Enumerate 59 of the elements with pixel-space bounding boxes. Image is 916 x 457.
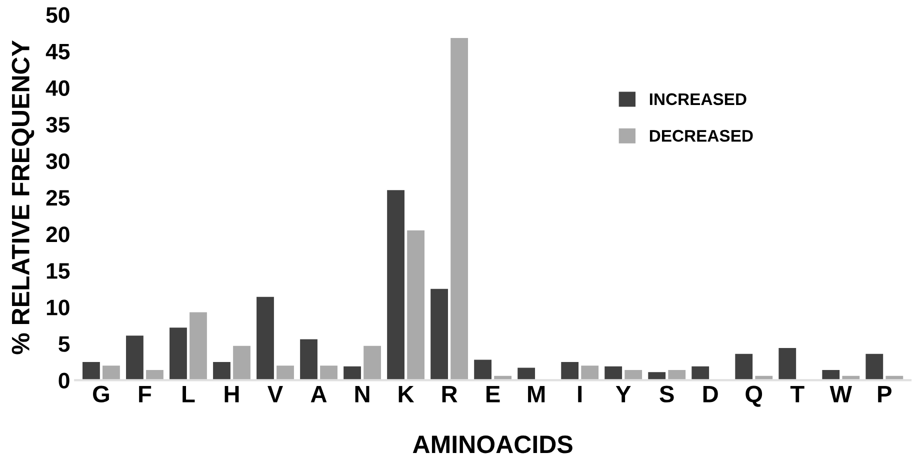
x-tick-label: A <box>310 386 327 402</box>
x-tick-label: K <box>398 386 414 402</box>
x-tick-label: G <box>93 386 109 402</box>
bar <box>604 366 622 380</box>
y-tick-label: 20 <box>46 226 70 242</box>
x-tick-label: M <box>528 386 545 402</box>
bar <box>561 362 579 380</box>
bar <box>82 362 100 380</box>
bar <box>320 366 338 380</box>
bar <box>364 346 381 380</box>
bar <box>450 38 468 380</box>
y-axis-title: % RELATIVE FREQUENCY <box>12 40 34 354</box>
y-tick-label: 35 <box>46 116 70 133</box>
y-tick-label: 5 <box>58 336 70 352</box>
y-tick-label: 40 <box>46 80 70 96</box>
x-tick-label: N <box>355 386 370 402</box>
bar <box>213 362 230 380</box>
x-tick-label: P <box>878 386 892 402</box>
x-tick-label: Q <box>746 386 762 407</box>
bar <box>581 366 599 380</box>
x-tick-label: S <box>660 386 674 402</box>
x-tick-label: V <box>268 386 283 402</box>
x-tick-label: F <box>139 386 152 402</box>
bar <box>126 336 144 380</box>
bar <box>170 328 187 380</box>
bar <box>102 366 120 380</box>
bar <box>233 346 250 380</box>
x-tick-label: H <box>224 386 239 402</box>
y-tick-label: 50 <box>46 7 70 23</box>
y-tick-label: 15 <box>46 263 70 279</box>
x-tick-label: E <box>486 386 500 402</box>
x-tick-label: I <box>578 386 582 402</box>
bar <box>387 190 404 380</box>
x-tick-label: T <box>790 386 804 402</box>
x-tick-label: W <box>830 386 852 402</box>
x-tick-label: L <box>182 386 195 402</box>
legend-label: INCREASED <box>650 93 746 106</box>
bar <box>276 366 294 380</box>
bar <box>866 354 884 380</box>
y-tick-label: 30 <box>46 153 70 170</box>
y-tick-label: 10 <box>46 300 70 316</box>
bar <box>300 339 318 380</box>
bar <box>430 288 448 380</box>
y-tick-label: 45 <box>46 44 70 60</box>
x-tick-label: R <box>442 386 458 402</box>
x-tick-label: Y <box>616 386 631 402</box>
bar <box>256 296 274 380</box>
bar <box>778 348 796 380</box>
y-tick-label: 0 <box>58 372 70 388</box>
bar <box>190 312 207 380</box>
x-tick-label: D <box>703 386 718 402</box>
x-axis-title: AMINOACIDS <box>412 436 572 454</box>
y-tick-label: 25 <box>46 190 70 206</box>
legend-label: DECREASED <box>650 130 753 142</box>
bar <box>344 366 361 380</box>
bar <box>735 354 753 380</box>
bar <box>474 360 492 380</box>
bar <box>692 366 710 380</box>
bar <box>407 230 424 380</box>
